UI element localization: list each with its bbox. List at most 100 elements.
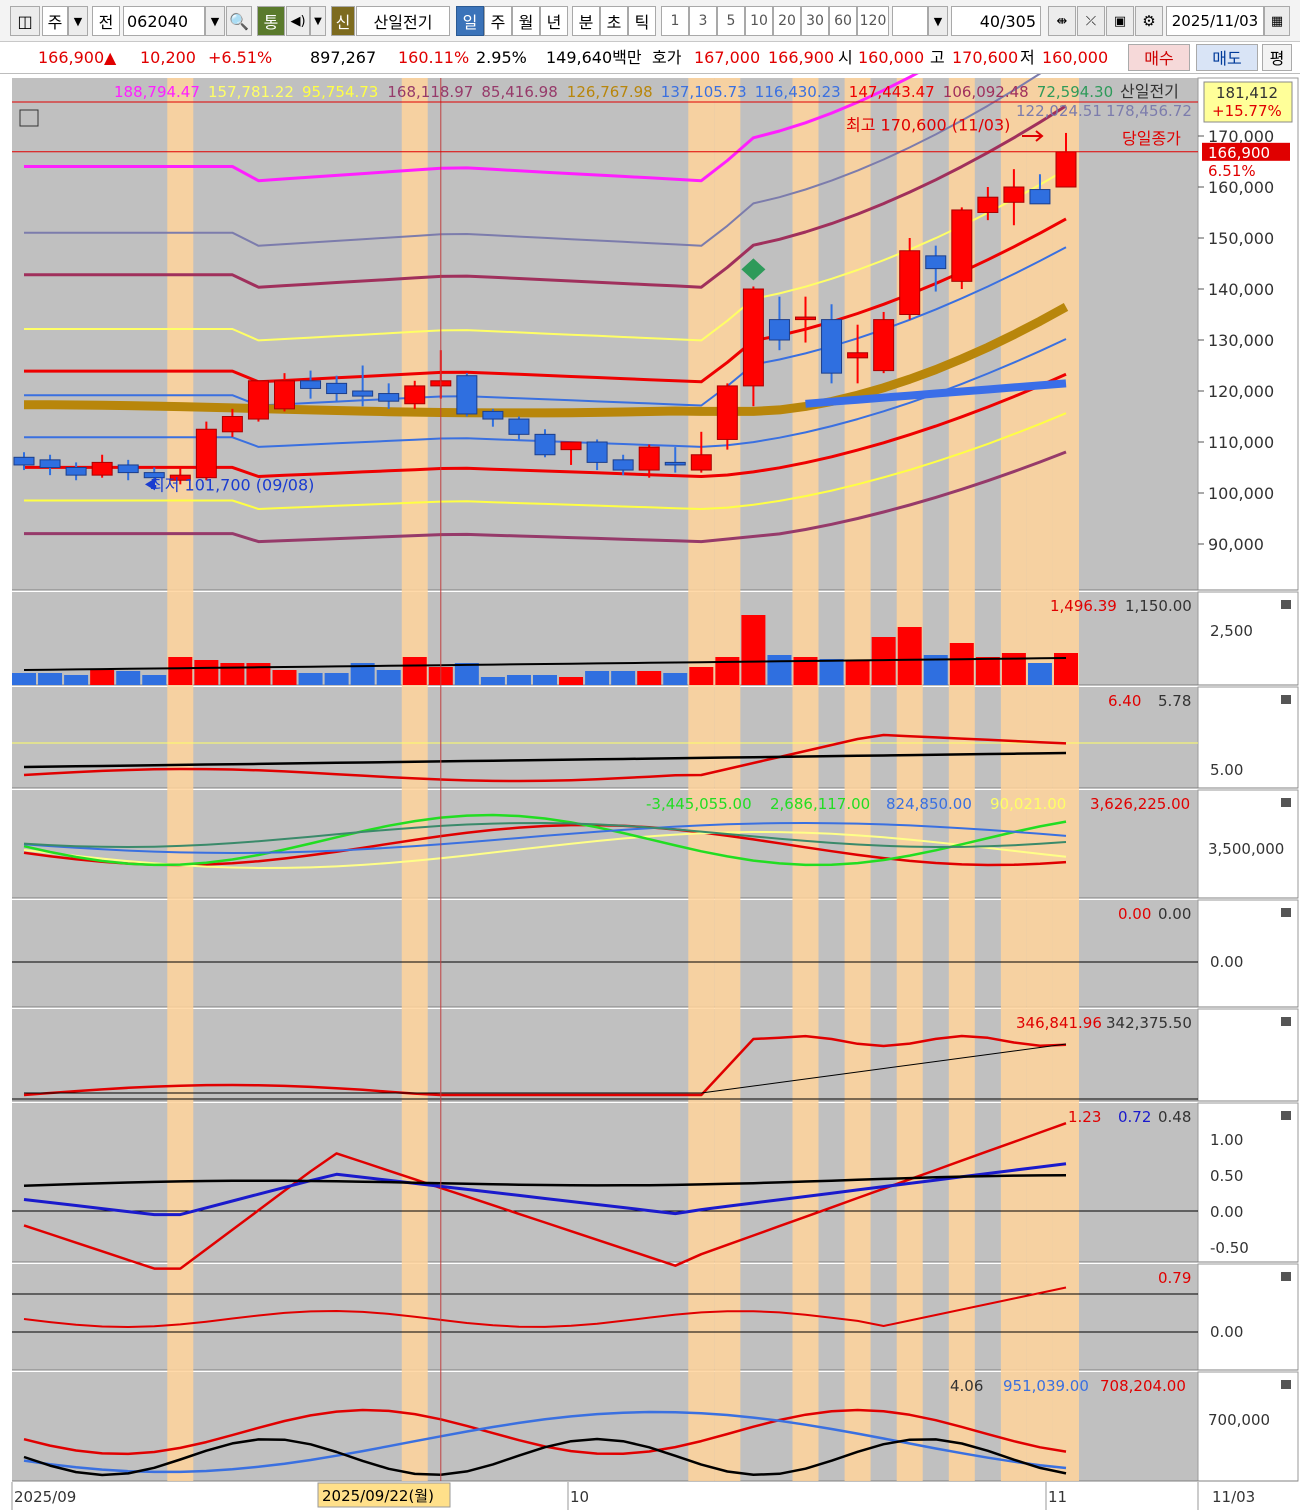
volume-bar [298, 673, 323, 685]
buy-button[interactable]: 매수 [1128, 44, 1190, 71]
prev-button[interactable]: 전 [92, 6, 120, 36]
count-value: 40 [979, 11, 1001, 31]
search-icon[interactable]: 🔍 [226, 6, 252, 36]
panel-value: 1.23 [1068, 1108, 1101, 1126]
period-week[interactable]: 주 [484, 6, 512, 36]
panel-close-icon [1281, 908, 1291, 917]
indicator-line [23, 1410, 1067, 1474]
period-second[interactable]: 초 [600, 6, 628, 36]
panel-close-icon [1281, 600, 1291, 609]
trade-amount: 149,640백만 [546, 48, 642, 67]
highlight-column [714, 78, 741, 1481]
sin-badge[interactable]: 신 [331, 6, 355, 36]
candle-body [1029, 189, 1051, 205]
period-month[interactable]: 월 [512, 6, 540, 36]
panel-value: 4.06 [950, 1377, 983, 1395]
crosshair-icon[interactable]: ⇼ [1048, 6, 1076, 36]
band-line [24, 450, 1067, 544]
interval-3[interactable]: 3 [689, 6, 717, 36]
chart-area[interactable]: 170,000 160,000 150,000 140,000 130,000 120,0… [0, 74, 1300, 1510]
high-label: 고 [930, 48, 945, 67]
save-icon[interactable]: ▣ [1106, 6, 1134, 36]
tong-button[interactable]: 통 [257, 6, 285, 36]
highlight-column [688, 78, 715, 1481]
interval-1[interactable]: 1 [661, 6, 689, 36]
period-minute[interactable]: 분 [572, 6, 600, 36]
interval-10[interactable]: 10 [745, 6, 773, 36]
candle-body [795, 316, 816, 321]
price-tick-label: 160,000 [1208, 178, 1274, 197]
max-arrow-icon [1022, 130, 1044, 142]
ref-value-2: +15.77% [1212, 102, 1282, 120]
count-display[interactable]: 40/305 [951, 6, 1041, 36]
indicator-line [24, 1043, 1067, 1094]
panel-bg [12, 687, 1198, 788]
count-total: /305 [1000, 11, 1036, 31]
candle-body [742, 288, 764, 387]
price-tick-label: 120,000 [1208, 382, 1274, 401]
speaker-icon[interactable]: ◀) [286, 6, 310, 36]
calendar-icon[interactable]: ▦ [1264, 6, 1290, 36]
gear-icon[interactable]: ⚙ [1135, 6, 1163, 36]
open-price: 160,000 [858, 48, 925, 67]
window-menu-icon[interactable]: ◫ [10, 6, 40, 36]
custom-interval-input[interactable] [892, 6, 928, 36]
legend-value: 157,781.22 [208, 83, 294, 101]
legend-value: 126,767.98 [567, 83, 653, 101]
panel-tick: 2,500 [1210, 622, 1253, 640]
pyeong-button[interactable]: 평 [1262, 44, 1292, 71]
axis-bg [1197, 77, 1299, 591]
band-line [24, 74, 919, 183]
panel-bg [12, 78, 1198, 590]
panel-value: 0.79 [1158, 1269, 1191, 1287]
candle-body [247, 380, 269, 420]
date-input[interactable]: 2025/11/03 [1166, 6, 1264, 36]
price-tick-label: 130,000 [1208, 331, 1274, 350]
sell-button[interactable]: 매도 [1196, 44, 1258, 71]
candle-body [534, 433, 556, 456]
volume-bar [637, 671, 662, 685]
volume-bar [454, 663, 479, 685]
code-dropdown-icon[interactable]: ▼ [205, 6, 225, 36]
volume-bar [376, 670, 401, 685]
ask-price: 167,000 [694, 48, 761, 67]
period-year[interactable]: 년 [540, 6, 568, 36]
volume-ma-line [23, 657, 1067, 671]
panel-value: 824,850.00 [886, 795, 972, 813]
axis-bg [1197, 1263, 1299, 1371]
legend-value: 137,105.73 [661, 83, 747, 101]
speaker-dropdown-icon[interactable]: ▼ [310, 6, 326, 36]
interval-5[interactable]: 5 [717, 6, 745, 36]
change-value: 10,200 [140, 48, 196, 67]
toolbar: ◫ 주 ▼ 전 062040 ▼ 🔍 통 ◀) ▼ 신 산일전기 일 주 월 년… [0, 0, 1300, 42]
highlight-column [1000, 78, 1027, 1481]
candle-body [143, 472, 165, 479]
draw-tool-icon[interactable]: ⤫ [1077, 6, 1105, 36]
interval-60[interactable]: 60 [829, 6, 857, 36]
candle-body [221, 416, 243, 433]
panel-close-icon [1281, 1111, 1291, 1120]
price-tick-label: 140,000 [1208, 280, 1274, 299]
price-tick-label: 170,000 [1208, 127, 1274, 146]
market-select[interactable]: 주 [42, 6, 68, 36]
period-day[interactable]: 일 [456, 6, 484, 36]
band-line [24, 104, 1067, 289]
market-dropdown-icon[interactable]: ▼ [68, 6, 88, 36]
interval-20[interactable]: 20 [773, 6, 801, 36]
panel-value: 346,841.96 [1016, 1014, 1102, 1032]
panel-tick: 0.00 [1210, 953, 1243, 971]
band-line [24, 74, 1042, 247]
ma-blue-line [805, 379, 1067, 408]
price-tick-label: 110,000 [1208, 433, 1274, 452]
bid-price: 166,900 [768, 48, 835, 67]
interval-30[interactable]: 30 [801, 6, 829, 36]
stock-code-input[interactable]: 062040 [123, 6, 205, 36]
period-tick[interactable]: 틱 [628, 6, 656, 36]
interval-dropdown-icon[interactable]: ▼ [928, 6, 948, 36]
interval-120[interactable]: 120 [857, 6, 889, 36]
candle-body [821, 319, 843, 374]
axis-bg [1197, 1371, 1299, 1482]
panel-value: 0.48 [1158, 1108, 1191, 1126]
candle-body [352, 390, 374, 397]
panel-tick: 0.00 [1210, 1203, 1243, 1221]
